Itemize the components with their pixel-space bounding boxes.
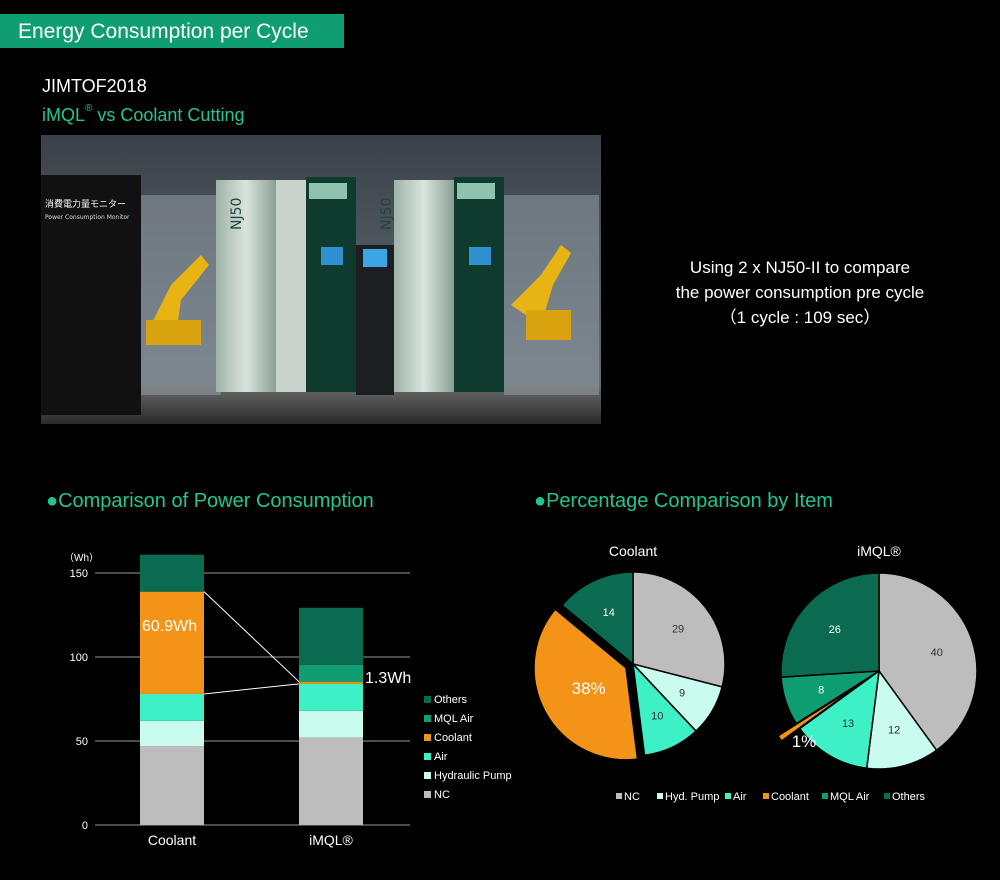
x-tick-label: Coolant <box>148 832 196 848</box>
bar-segment-others <box>140 554 204 592</box>
pie-data-label: 13 <box>842 718 854 730</box>
pie-title: Coolant <box>609 543 657 559</box>
title-bar: Energy Consumption per Cycle <box>0 14 344 48</box>
y-tick-label: 150 <box>70 568 88 580</box>
pie-data-label: 9 <box>679 688 685 700</box>
pie-slice-coolant <box>533 608 639 761</box>
pie-legend-label: Hyd. Pump <box>665 791 719 803</box>
bar-segment-nc <box>140 746 204 825</box>
pie-slice-air <box>631 661 698 757</box>
pie-data-label: 12 <box>888 725 900 737</box>
pie-data-label: 8 <box>818 684 824 696</box>
legend-swatch <box>424 753 431 760</box>
pie-legend-swatch <box>616 793 622 799</box>
bar-section-heading: ●Comparison of Power Consumption <box>46 490 374 512</box>
pie-legend-label: NC <box>624 791 640 803</box>
legend-swatch <box>424 715 431 722</box>
coolant-connector-line <box>203 591 300 683</box>
y-tick-label: 0 <box>82 820 88 832</box>
legend-label: MQL Air <box>434 713 474 725</box>
bar-segment-others <box>299 607 363 665</box>
comparison-subtitle: iMQL® vs Coolant Cutting <box>42 103 245 126</box>
registered-mark: ® <box>85 103 93 114</box>
pie-data-label: 38% <box>572 679 606 698</box>
legend-label: Coolant <box>434 732 472 744</box>
pie-data-label: 14 <box>603 607 615 619</box>
legend-swatch <box>424 791 431 798</box>
y-tick-label: 50 <box>76 736 88 748</box>
bar-segment-hydraulic-pump <box>299 710 363 738</box>
pie-slice-air <box>798 669 880 770</box>
power-consumption-bar-chart: （Wh） 0 50 100 150 Coolant iMQL® 60.9Wh 1.3Wh Othe… <box>64 552 512 848</box>
coolant-connector-line <box>203 683 300 695</box>
machine-label-1: NJ50 <box>229 198 245 230</box>
pie-legend-label: MQL Air <box>830 791 870 803</box>
pie-data-label: 40 <box>931 647 943 659</box>
legend-label: Air <box>434 751 448 763</box>
event-name: JIMTOF2018 <box>42 76 147 96</box>
y-tick-label: 100 <box>70 652 88 664</box>
pie-slice-nc <box>632 571 726 688</box>
machine-photo: 消費電力量モニター Power Consumption Monitor NJ50… <box>41 135 601 424</box>
pie-legend-swatch <box>725 793 731 799</box>
pie-legend-label: Air <box>733 791 747 803</box>
machine-label-2: NJ50 <box>379 198 395 230</box>
pie-slice-others <box>561 571 634 666</box>
pie-legend-swatch <box>763 793 769 799</box>
percentage-pie-charts: Coolant 29 9 10 38% 14 iMQL® 40 12 13 1% 8 26 NC Hyd. … <box>533 543 978 803</box>
bar-segment-hydraulic-pump <box>140 720 204 747</box>
pie-slice-nc <box>878 572 978 752</box>
bar-segment-nc <box>299 737 363 825</box>
pie-section-heading: ●Percentage Comparison by Item <box>534 490 833 512</box>
legend-label: NC <box>434 789 450 801</box>
legend-swatch <box>424 772 431 779</box>
y-axis-unit: （Wh） <box>64 552 99 564</box>
bar-segment-mql-air <box>299 664 363 682</box>
pie-legend-label: Others <box>892 791 926 803</box>
description-line-2: the power consumption pre cycle <box>675 283 925 302</box>
pie-title: iMQL® <box>857 543 901 559</box>
bar-segment-coolant <box>299 681 363 684</box>
pie-data-label: 1% <box>792 732 817 751</box>
monitor-sign-en: Power Consumption Monitor <box>45 214 130 221</box>
description-line-3: （1 cycle : 109 sec） <box>719 308 881 327</box>
description-line-1: Using 2 x NJ50-II to compare <box>689 258 911 277</box>
pie-data-label: 29 <box>672 624 684 636</box>
pie-legend-swatch <box>884 793 890 799</box>
x-tick-label: iMQL® <box>309 832 353 848</box>
pie-legend-label: Coolant <box>771 791 809 803</box>
pie-legend-swatch <box>822 793 828 799</box>
legend-label: Others <box>434 694 468 706</box>
coolant-annotation: 60.9Wh <box>142 618 197 635</box>
bar-segment-air <box>299 683 363 711</box>
bar-segment-air <box>140 693 204 721</box>
pie-slice-coolant <box>777 682 862 743</box>
legend-swatch <box>424 734 431 741</box>
subtitle-prefix: iMQL <box>42 105 86 125</box>
legend-swatch <box>424 696 431 703</box>
subtitle-suffix: vs Coolant Cutting <box>92 105 245 125</box>
pie-legend-swatch <box>657 793 663 799</box>
monitor-sign: 消費電力量モニター <box>45 198 126 210</box>
experiment-description: Using 2 x NJ50-II to compare the power c… <box>630 255 970 330</box>
pie-slice-others <box>780 572 880 678</box>
legend-label: Hydraulic Pump <box>434 770 512 782</box>
imql-coolant-annotation: 1.3Wh <box>365 670 411 687</box>
pie-data-label: 10 <box>651 710 663 722</box>
bar-segment-coolant <box>140 591 204 694</box>
page-title: Energy Consumption per Cycle <box>18 20 309 43</box>
pie-slice-hydraulic-pump <box>865 669 938 770</box>
pie-data-label: 26 <box>829 624 841 636</box>
